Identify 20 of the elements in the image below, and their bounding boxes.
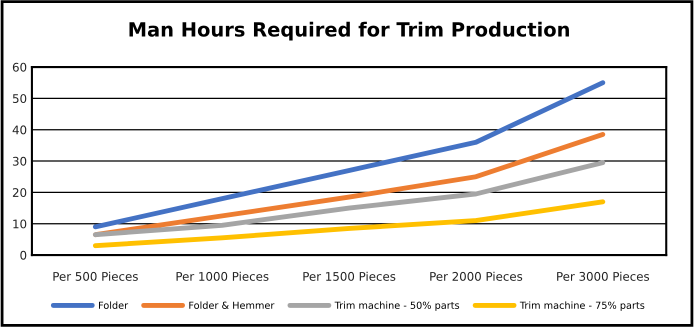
line-series (92, 80, 606, 230)
y-tick-label: 60 (12, 62, 26, 72)
legend-label: Folder (99, 301, 128, 309)
legend-label: Trim machine - 50% parts (334, 301, 460, 311)
y-tick-label: 20 (12, 188, 26, 198)
line-series (92, 160, 606, 238)
x-tick-label: Per 3000 Pieces (557, 272, 650, 281)
y-tick-label: 50 (12, 94, 26, 104)
x-tick-label: Per 1000 Pieces (176, 272, 268, 281)
x-tick-label: Per 2000 Pieces (430, 272, 522, 281)
y-tick-label: 30 (12, 156, 26, 166)
y-tick-label: 0 (20, 250, 26, 260)
y-tick-label: 10 (13, 219, 26, 228)
y-tick-label: 40 (12, 125, 26, 134)
legend-label: Trim machine - 75% parts (520, 301, 644, 311)
chart-title: Man Hours Required for Trim Production (129, 22, 569, 41)
legend-label: Folder & Hemmer (189, 301, 274, 309)
x-tick-label: Per 500 Pieces (53, 272, 138, 281)
line-series (92, 199, 606, 248)
x-tick-label: Per 1500 Pieces (303, 272, 396, 281)
